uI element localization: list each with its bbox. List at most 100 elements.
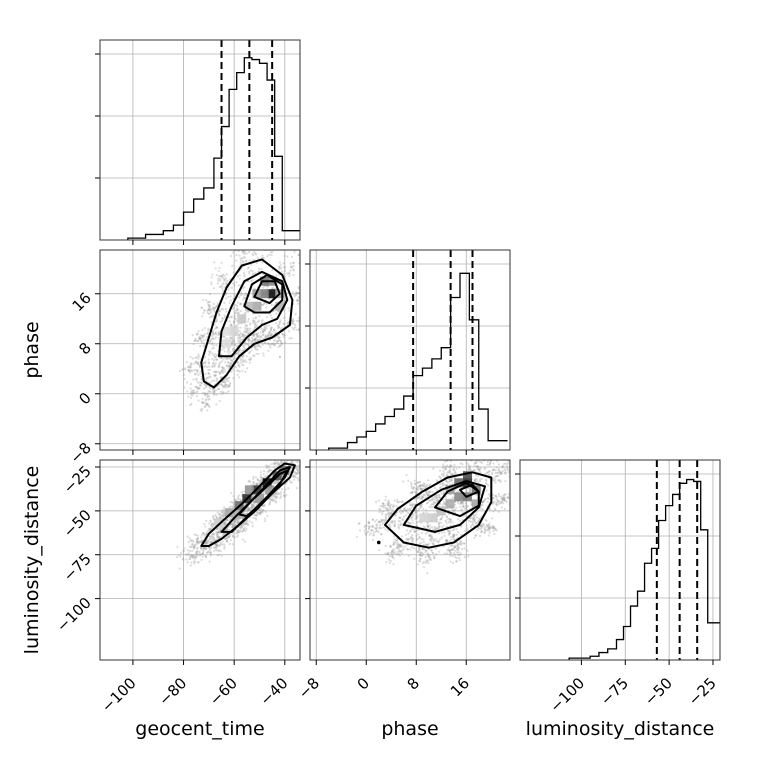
sample-point (478, 468, 481, 471)
sample-point (307, 255, 309, 257)
sample-point (239, 257, 242, 260)
sample-point (500, 497, 503, 500)
sample-point (240, 259, 243, 262)
sample-point (189, 564, 192, 567)
sample-point (305, 323, 307, 325)
sample-point (430, 506, 433, 509)
sample-point (492, 468, 495, 472)
sample-point (221, 543, 224, 546)
sample-point (391, 510, 395, 513)
sample-point (284, 456, 286, 458)
sample-point (235, 309, 238, 312)
sample-point (460, 533, 463, 537)
sample-point (259, 338, 262, 341)
sample-point (480, 524, 483, 527)
sample-point (262, 331, 265, 334)
sample-point (510, 467, 512, 469)
sample-point (442, 524, 445, 527)
sample-point (231, 522, 234, 526)
sample-point (264, 334, 267, 337)
sample-point (208, 373, 211, 376)
sample-point (250, 503, 253, 506)
density-cell (262, 478, 272, 488)
sample-point (422, 566, 426, 569)
sample-point (497, 468, 501, 471)
sample-point (452, 473, 455, 476)
sample-point (215, 370, 218, 373)
sample-point (289, 269, 292, 272)
sample-point (205, 385, 208, 388)
sample-point (487, 527, 490, 530)
sample-point (252, 477, 255, 481)
sample-point (230, 337, 234, 340)
sample-point (299, 454, 301, 456)
sample-point (230, 336, 233, 339)
sample-point (205, 377, 208, 380)
sample-point (492, 497, 495, 500)
sample-point (444, 467, 447, 470)
sample-point (378, 507, 381, 511)
sample-point (290, 460, 294, 463)
sample-point (238, 365, 241, 368)
sample-point (221, 367, 225, 370)
sample-point (453, 545, 457, 548)
sample-point (232, 525, 235, 528)
sample-point (399, 508, 402, 511)
sample-point (268, 331, 271, 334)
sample-point (415, 538, 418, 541)
sample-point (395, 546, 398, 550)
sample-point (256, 483, 259, 486)
sample-point (510, 457, 512, 459)
sample-point (306, 295, 308, 297)
sample-point (209, 524, 213, 527)
sample-point (382, 506, 385, 509)
density-cell (419, 513, 429, 523)
sample-point (290, 481, 294, 484)
sample-point (236, 301, 239, 304)
sample-point (418, 548, 421, 551)
sample-point (235, 345, 238, 348)
sample-point (219, 376, 222, 379)
sample-point (211, 337, 215, 340)
sample-point (238, 274, 241, 277)
sample-point (447, 465, 450, 469)
sample-point (293, 474, 296, 477)
sample-point (437, 522, 440, 525)
sample-point (488, 470, 491, 473)
sample-point (272, 495, 275, 498)
sample-point (306, 472, 308, 474)
sample-point (196, 554, 199, 557)
sample-point (458, 466, 461, 469)
sample-point (282, 322, 285, 325)
sample-point (387, 500, 390, 504)
x-tick-label: −100 (546, 674, 588, 716)
sample-point (249, 508, 252, 512)
sample-point (297, 328, 300, 331)
sample-point (212, 333, 216, 336)
sample-point (262, 237, 264, 239)
sample-point (227, 379, 230, 382)
sample-point (266, 285, 270, 288)
sample-point (455, 506, 458, 510)
sample-point (304, 459, 306, 461)
sample-point (491, 471, 494, 474)
sample-point (303, 327, 305, 329)
sample-point (202, 335, 205, 338)
sample-point (307, 461, 309, 463)
sample-point (254, 271, 257, 275)
histogram-phase (305, 249, 511, 451)
sample-point (209, 537, 212, 540)
sample-point (254, 348, 257, 351)
sample-point (488, 527, 491, 530)
sample-point (426, 522, 429, 525)
sample-point (295, 319, 298, 322)
sample-point (273, 328, 276, 331)
sample-point (451, 481, 454, 485)
sample-point (292, 268, 295, 271)
sample-point (189, 355, 192, 359)
sample-point (428, 534, 431, 537)
sample-point (217, 387, 220, 391)
sample-point (448, 549, 451, 552)
sample-point (374, 500, 378, 503)
sample-point (448, 518, 452, 521)
